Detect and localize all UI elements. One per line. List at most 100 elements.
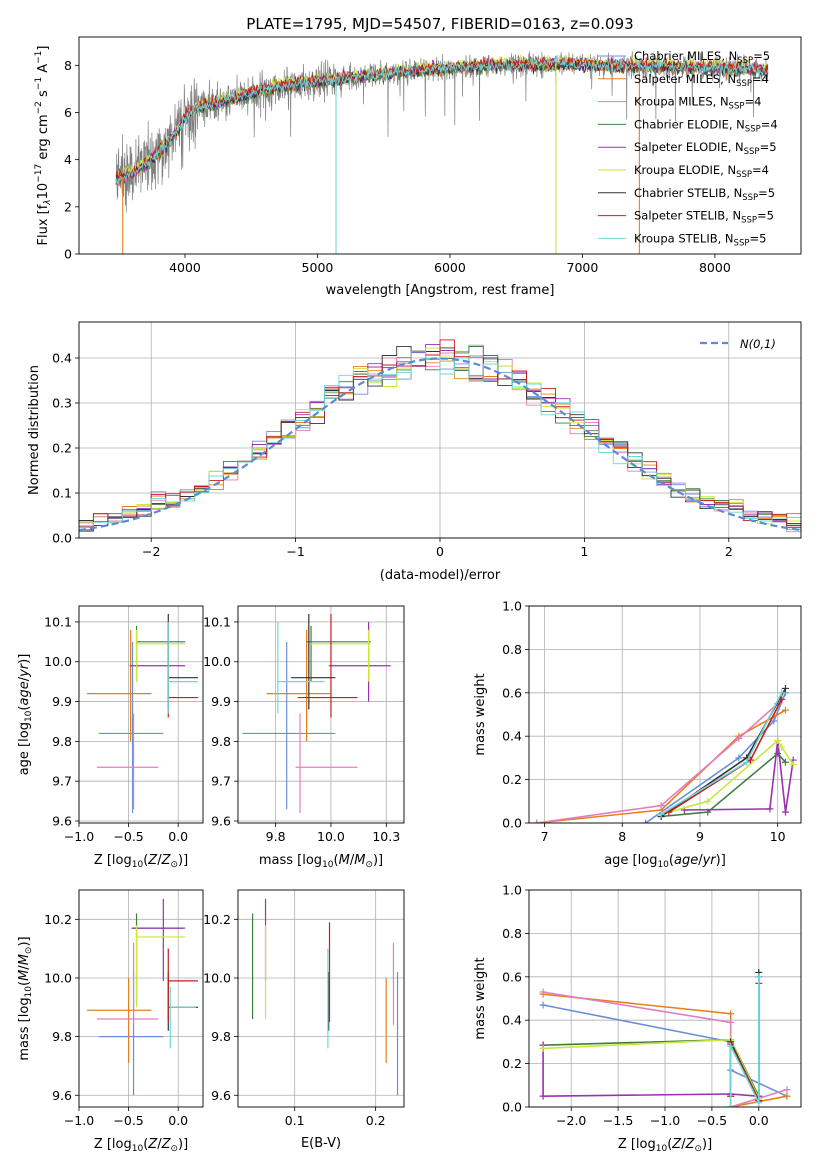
legend-subscript: SSP — [745, 124, 761, 134]
y-axis-label: Normed distribution — [27, 365, 42, 495]
x-axis-label: Z [log10(Z/Z⊙)] — [94, 1137, 188, 1154]
y-tick-label: 10.1 — [203, 614, 231, 629]
model-spectrum-line — [115, 54, 769, 185]
plot-area — [533, 684, 797, 823]
x-tick-label: 9 — [696, 829, 704, 844]
x-tick-label: 4000 — [169, 260, 201, 275]
legend-subscript: SSP — [737, 56, 753, 66]
spectrum-panel: 4000 5000 6000 7000 8000 0 2 4 6 8 Chabrier MILES,… — [34, 36, 802, 298]
legend-entry-label: Chabrier STELIB, NSSP=5 — [634, 186, 775, 203]
y-tick-label: 2 — [64, 199, 72, 214]
x-tick-label: 1 — [580, 544, 588, 559]
y-tick-label: 9.6 — [52, 1088, 72, 1103]
x-tick-label: 0.1 — [285, 1113, 305, 1128]
mass-weight-marker — [778, 689, 786, 697]
x-axis-label: E(B-V) — [301, 1136, 341, 1151]
mass-weight-marker — [774, 737, 782, 745]
legend-entry-label: Chabrier MILES, NSSP=5 — [634, 49, 770, 66]
y-tick-label: 0.4 — [502, 729, 522, 744]
x-tick-label: 0.0 — [168, 1113, 188, 1128]
legend-value: =5 — [749, 231, 766, 245]
plot-area — [539, 968, 791, 1107]
x-tick-label: −2.0 — [556, 1113, 586, 1128]
axes-frame — [78, 321, 802, 539]
mass-weight-marker — [657, 802, 665, 810]
histogram-panel: −2 −1 0 1 2 0.0 0.1 0.2 0.3 0.4 N(0,1) (data-model)… — [27, 321, 802, 583]
plot-area — [86, 898, 199, 1096]
y-tick-label: 9.8 — [211, 734, 231, 749]
mass-weight-vs-Z-panel: −2.0 −1.5 −1.0 −0.5 0.0 0.0 0.2 0.4 0.6 0.8 1.0 Z [… — [473, 883, 802, 1154]
legend-value: =5 — [757, 209, 774, 223]
x-tick-label: −1.5 — [603, 1113, 633, 1128]
legend-entry-label: Kroupa STELIB, NSSP=5 — [634, 231, 766, 248]
plot-area — [251, 898, 399, 1096]
legend-value: =5 — [760, 140, 777, 154]
legend-entry-label: Kroupa ELODIE, NSSP=4 — [634, 163, 769, 180]
mass-weight-marker — [727, 1018, 735, 1026]
legend-subscript: SSP — [736, 79, 752, 89]
y-tick-label: 10.2 — [44, 912, 72, 927]
y-tick-label: 0.3 — [52, 396, 72, 411]
mass-weight-marker — [539, 1092, 547, 1100]
legend-value: =5 — [758, 186, 775, 200]
mass-weight-marker — [539, 1044, 547, 1052]
mass-weight-marker — [727, 1042, 735, 1050]
y-axis-label: Flux [fλ10−17 erg cm−2 s−1 A−1] — [34, 46, 53, 246]
x-tick-label: 0.0 — [168, 829, 188, 844]
x-tick-label: 5000 — [302, 260, 334, 275]
y-tick-label: 9.6 — [211, 814, 231, 829]
x-tick-label: −0.5 — [113, 829, 143, 844]
mass-weight-marker — [743, 758, 751, 766]
x-tick-label: 9.8 — [266, 829, 286, 844]
y-tick-label: 9.6 — [211, 1088, 231, 1103]
normal-curve-line — [79, 357, 801, 532]
x-tick-label: 0.0 — [749, 1113, 769, 1128]
x-tick-label: −1.0 — [64, 829, 94, 844]
y-tick-label: 9.8 — [211, 1029, 231, 1044]
y-tick-label: 0.0 — [502, 816, 522, 831]
mass-weight-marker — [735, 754, 743, 762]
y-tick-label: 0.1 — [52, 486, 72, 501]
mass-vs-Z-panel: −1.0 −0.5 0.0 9.6 9.8 10.0 10.2 Z [log10(Z/Z⊙)]… — [17, 889, 204, 1154]
y-axis-label: mass weight — [473, 957, 488, 1039]
x-tick-label: 10.0 — [317, 829, 345, 844]
plot-area — [115, 51, 769, 254]
y-tick-label: 0.8 — [502, 642, 522, 657]
y-tick-label: 4 — [64, 152, 72, 167]
mass-weight-marker — [783, 1086, 791, 1094]
x-tick-label: 7000 — [567, 260, 599, 275]
legend-value: =4 — [744, 95, 761, 109]
y-tick-label: 9.6 — [52, 814, 72, 829]
mass-weight-marker — [781, 684, 789, 692]
mass-weight-marker — [783, 1092, 791, 1100]
mass-weight-marker — [766, 805, 774, 813]
x-tick-label: −0.5 — [697, 1113, 727, 1128]
legend-value: =4 — [761, 117, 778, 131]
mass-weight-marker — [539, 1001, 547, 1009]
axes-frame — [237, 889, 405, 1108]
mass-weight-marker — [735, 734, 743, 742]
legend-value: =5 — [753, 49, 770, 63]
mass-weight-marker — [789, 760, 797, 768]
axes-frame — [78, 605, 204, 824]
x-tick-label: −1.0 — [650, 1113, 680, 1128]
legend-entry-label: Kroupa MILES, NSSP=4 — [634, 95, 761, 112]
x-tick-label: 2 — [725, 544, 733, 559]
mass-weight-marker — [533, 819, 541, 823]
axes-frame — [78, 889, 204, 1108]
x-tick-label: 6000 — [434, 260, 466, 275]
legend-subscript: SSP — [744, 147, 760, 157]
mass-weight-marker — [657, 810, 665, 818]
mass-weight-marker — [781, 706, 789, 714]
y-tick-label: 9.8 — [52, 1029, 72, 1044]
mass-weight-line — [543, 1038, 760, 1097]
y-tick-label: 1.0 — [502, 599, 522, 614]
mass-weight-marker — [727, 1103, 735, 1107]
legend-subscript: SSP — [741, 216, 757, 226]
legend-entry-label: Salpeter MILES, NSSP=4 — [634, 72, 769, 89]
legend-subscript: SSP — [742, 193, 758, 203]
x-axis-label: age [log10(age/yr)] — [604, 853, 726, 870]
y-tick-label: 0.0 — [502, 1100, 522, 1115]
legend-subscript: SSP — [734, 238, 750, 248]
